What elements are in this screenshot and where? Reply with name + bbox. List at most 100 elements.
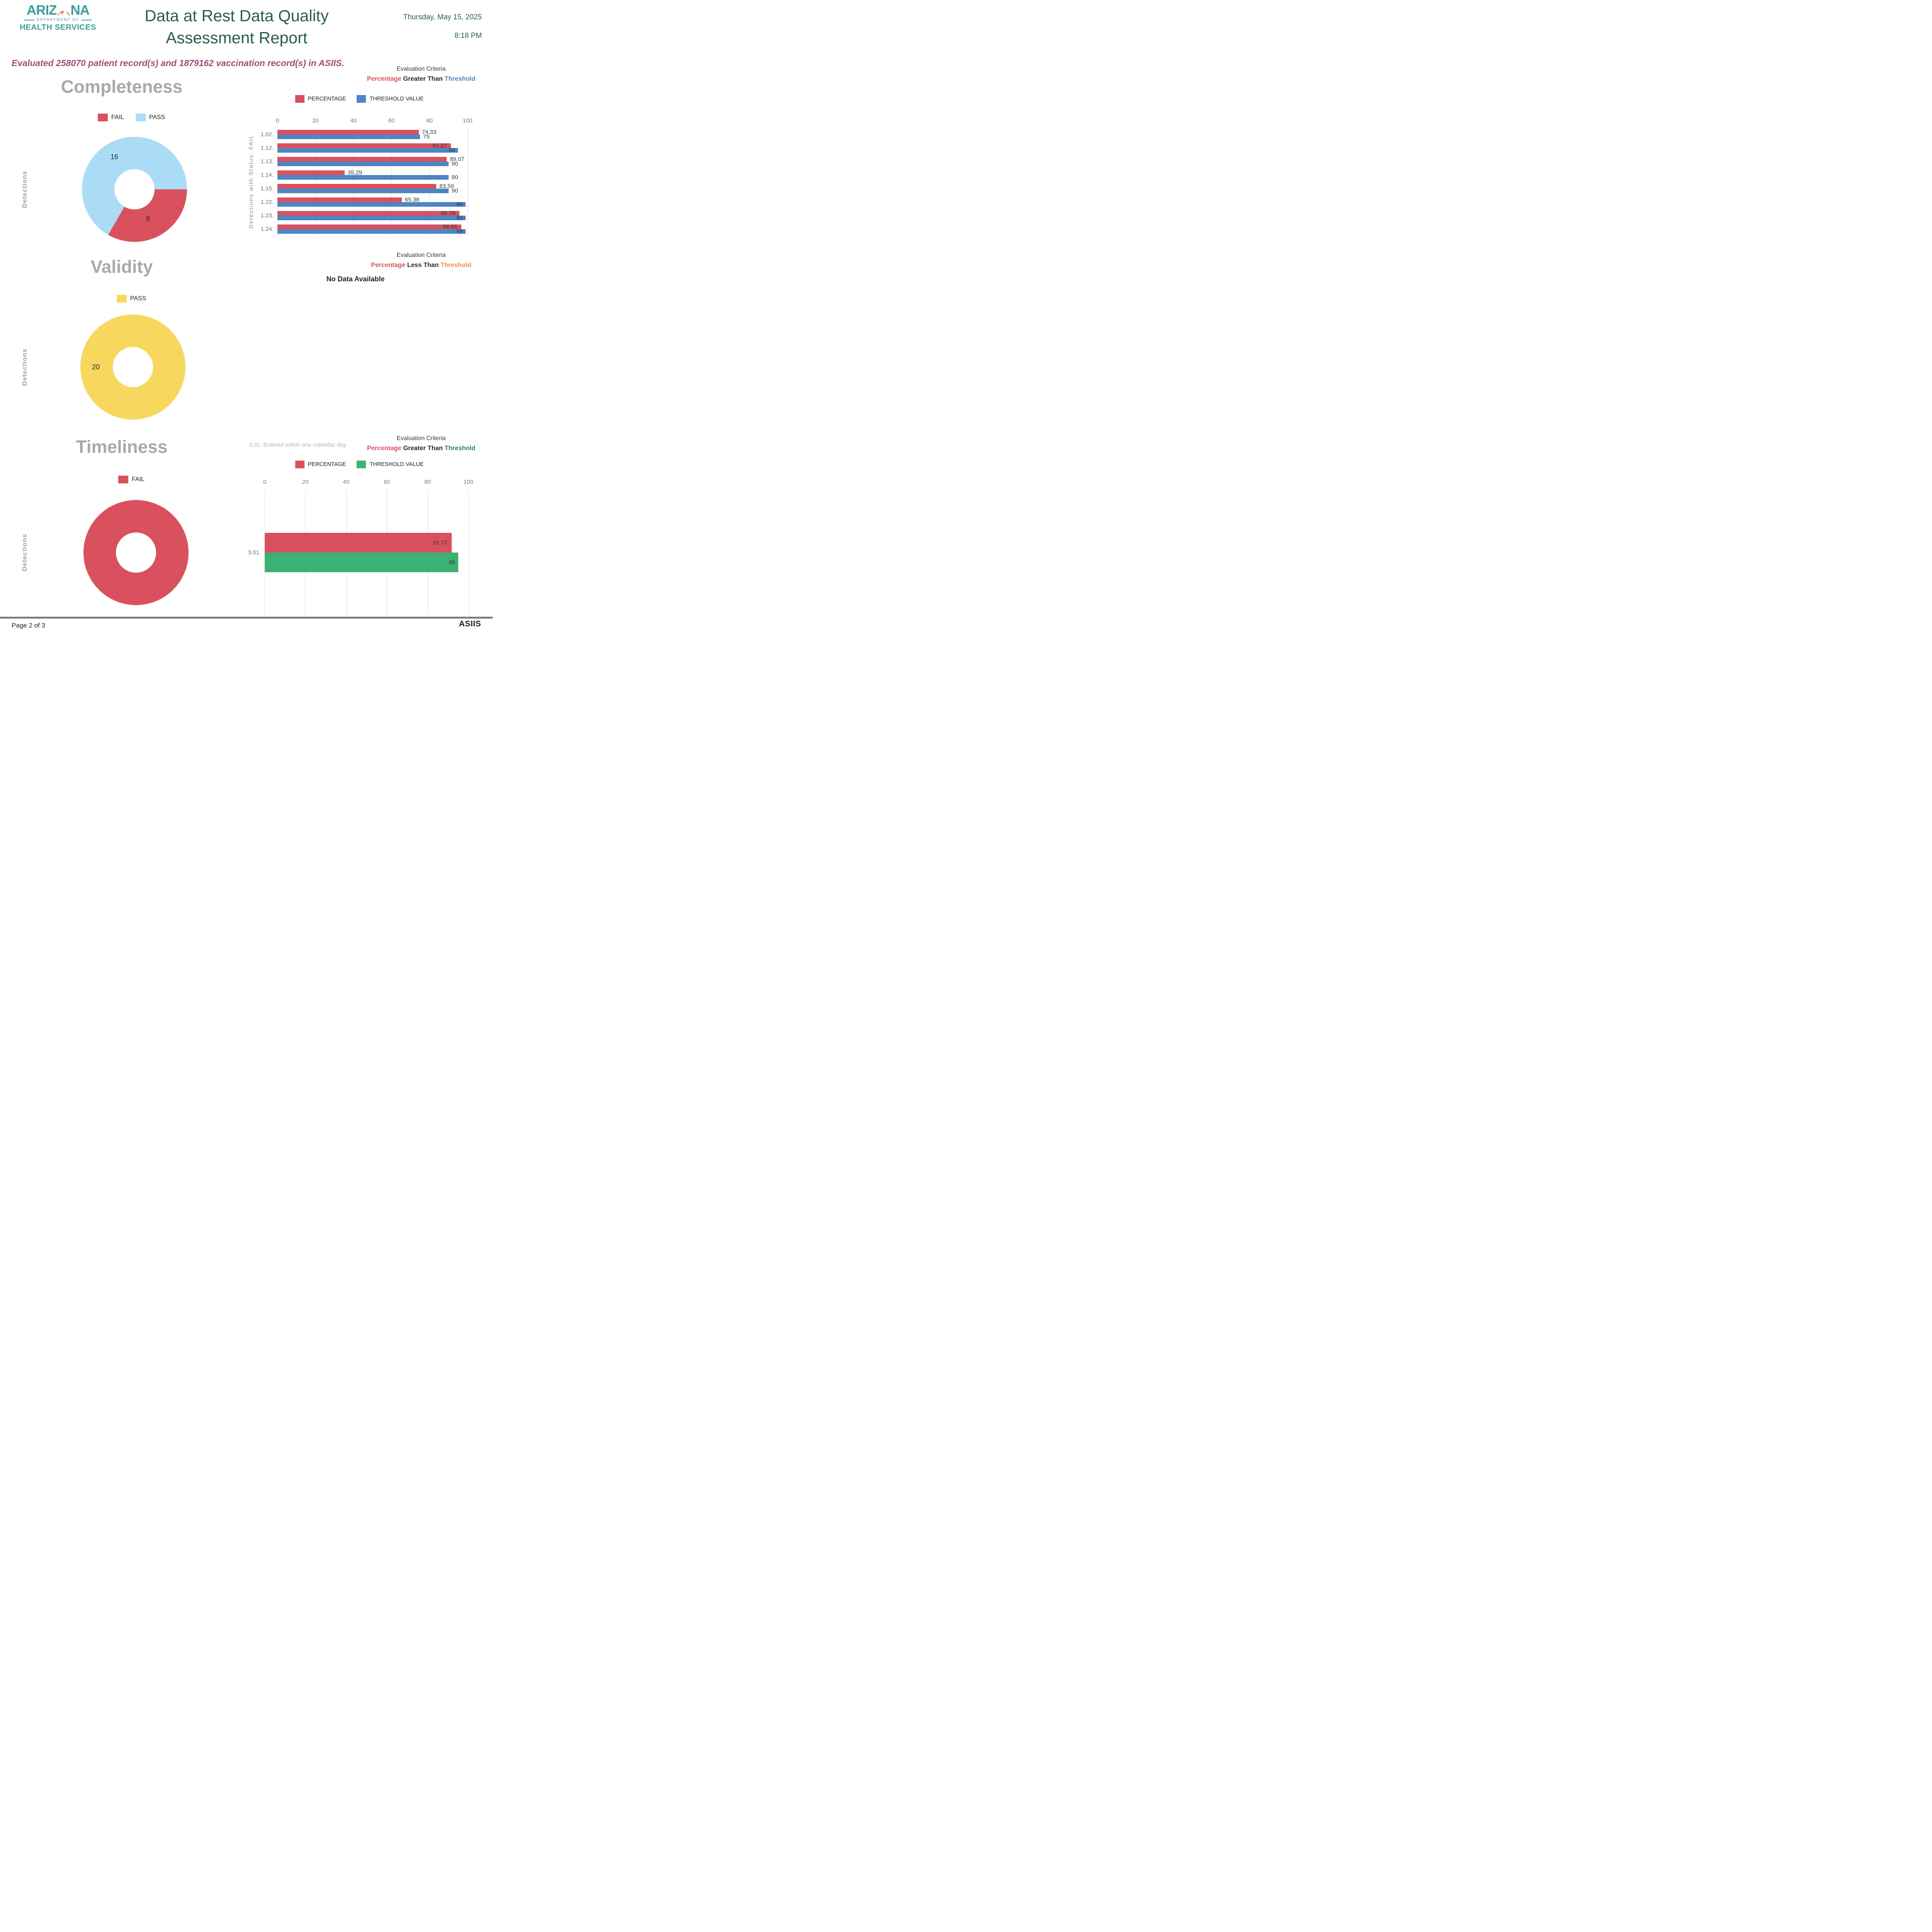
bar-percentage	[277, 184, 437, 189]
completeness-donut-chart: 16 8	[82, 137, 187, 242]
bar-threshold-value	[277, 202, 466, 207]
completeness-bar-chart: 0 20 40 60 80 100 1.02. 74.33 75 1.12. 91.27 95 1.13…	[261, 117, 473, 236]
bar-line: 99	[277, 201, 468, 207]
bar-threshold-value	[277, 215, 466, 220]
no-data-message: No Data Available	[326, 275, 385, 283]
pass-slice-value: 20	[92, 363, 100, 371]
timeliness-donut-chart	[83, 500, 189, 605]
fail-swatch	[118, 476, 129, 483]
x-tick-label: 20	[312, 117, 319, 124]
adhs-logo: ARIZ NA DEPARTMENT OF HEALTH SERVICES	[12, 3, 104, 32]
validity-eval-criteria: Evaluation Criteria Percentage Less Than…	[344, 252, 493, 269]
percentage-swatch	[295, 95, 304, 103]
bar-value-label: 83.59	[439, 183, 454, 189]
bar-line: 95.76	[277, 210, 468, 216]
logo-text-left: ARIZ	[26, 3, 57, 18]
validity-eval-rule: Percentage Less Than Threshold	[344, 262, 493, 269]
legend-item-fail: FAIL	[118, 476, 145, 483]
bar-percentage	[277, 156, 447, 162]
bar-value-label: 75	[423, 133, 430, 140]
eval-operator: Less Than	[407, 262, 439, 269]
eval-threshold: Threshold	[444, 445, 476, 452]
bar-group: 1.12. 91.27 95	[261, 141, 468, 155]
bar-value-label: 65.38	[405, 196, 420, 203]
bar-line: 90	[277, 187, 468, 194]
gridline	[277, 128, 278, 236]
bar-group: 1.14. 35.29 90	[261, 168, 468, 182]
validity-donut-chart: 20	[80, 315, 185, 420]
legend-item-pass: PASS	[116, 295, 146, 303]
bar-line: 99	[277, 214, 468, 221]
x-tick-label: 40	[343, 479, 350, 485]
validity-donut-axis-label: Detections	[21, 348, 28, 386]
bar-threshold-value	[277, 229, 466, 234]
legend-item-fail: FAIL	[97, 114, 124, 121]
bar-line: 75	[277, 133, 468, 140]
category-label: 1.15.	[260, 185, 274, 192]
bar-line: 91.27	[277, 142, 468, 149]
bar-line: 35.29	[277, 169, 468, 176]
completeness-eval-rule: Percentage Greater Than Threshold	[344, 75, 493, 83]
completeness-eval-criteria: Evaluation Criteria Percentage Greater T…	[344, 66, 493, 83]
report-datetime: Thursday, May 15, 2025 8:18 PM	[403, 13, 482, 40]
bar-line: 95	[277, 147, 468, 153]
x-tick-label: 0	[276, 117, 279, 124]
mountain-sun-icon	[57, 10, 70, 17]
bar-value-label: 90	[451, 187, 458, 194]
eval-threshold: Threshold	[440, 262, 471, 269]
category-label: 1.14.	[260, 172, 274, 178]
timeliness-bar-legend: PERCENTAGE THRESHOLD VALUE	[251, 461, 468, 468]
bar-value-label: 90	[451, 174, 458, 180]
bar-percentage	[277, 224, 461, 229]
completeness-bar-axis-label: Detections with Status: FAIL	[248, 134, 255, 229]
pass-slice-value: 16	[111, 153, 119, 161]
x-tick-label: 20	[302, 479, 309, 485]
x-tick-label: 60	[388, 117, 395, 124]
report-date: Thursday, May 15, 2025	[403, 13, 482, 21]
bar-threshold-value	[277, 148, 458, 153]
bar-percentage	[277, 211, 460, 216]
bar-line: 83.59	[277, 183, 468, 189]
x-tick-label: 60	[383, 479, 390, 485]
bar-group: 1.15. 83.59 90	[261, 182, 468, 195]
bar-group: 1.22. 65.38 99	[261, 195, 468, 209]
timeliness-heading: Timeliness	[76, 437, 168, 457]
logo-department-of: DEPARTMENT OF	[12, 18, 104, 22]
timeliness-donut-legend: FAIL	[46, 476, 216, 483]
logo-health-services: HEALTH SERVICES	[19, 23, 97, 32]
bar-threshold-value	[277, 188, 449, 193]
eval-percentage: Percentage	[367, 445, 401, 452]
donut-hole	[114, 169, 155, 209]
bar-percentage	[277, 143, 451, 148]
x-tick-label: 0	[263, 479, 267, 485]
timeliness-eval-criteria: Evaluation Criteria Percentage Greater T…	[344, 435, 493, 452]
gridline	[391, 128, 392, 236]
bar-value-label: 95.76	[441, 210, 456, 216]
legend-item-percentage: PERCENTAGE	[295, 461, 346, 468]
gridline	[315, 128, 316, 236]
completeness-donut-axis-label: Detections	[21, 170, 28, 208]
bar-value-label: 91.27	[432, 142, 447, 149]
bar-value-label: 74.33	[422, 129, 437, 135]
bar-value-label: 96.65	[442, 223, 457, 230]
category-label: 3.01.	[248, 549, 261, 556]
completeness-heading: Completeness	[61, 77, 183, 97]
evaluation-summary: Evaluated 258070 patient record(s) and 1…	[12, 58, 344, 68]
eval-operator: Greater Than	[403, 75, 443, 82]
bar-line: 90	[277, 160, 468, 167]
bar-line: 99	[277, 228, 468, 235]
bar-value-label: 99	[456, 201, 463, 207]
bar-group: 1.02. 74.33 75	[261, 128, 468, 141]
bar-line: 91.77	[265, 533, 468, 553]
eval-percentage: Percentage	[371, 262, 406, 269]
donut-hole	[113, 347, 153, 387]
legend-item-percentage: PERCENTAGE	[295, 95, 346, 103]
bar-value-label: 95	[449, 147, 456, 153]
bar-group: 1.24. 96.65 99	[261, 222, 468, 236]
bar-line: 90	[277, 174, 468, 180]
bar-percentage	[277, 197, 402, 202]
donut-hole	[116, 532, 156, 573]
logo-arizona-wordmark: ARIZ NA	[12, 3, 104, 18]
x-tick-label: 100	[463, 479, 473, 485]
timeliness-detection-note: 3.01. Entered within one calendar day	[249, 442, 346, 448]
